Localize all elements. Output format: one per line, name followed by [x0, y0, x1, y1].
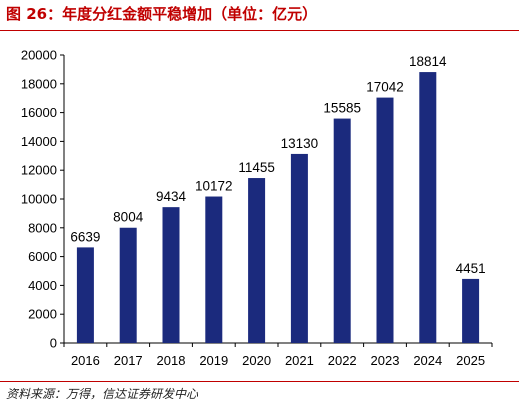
- data-label-2016: 6639: [70, 229, 100, 244]
- x-tick-label-2017: 2017: [114, 353, 143, 368]
- title-rule: [0, 30, 519, 31]
- y-tick-label: 8000: [28, 220, 57, 235]
- bar-2018: [162, 207, 180, 343]
- data-label-2020: 11455: [238, 160, 275, 175]
- bar-2022: [333, 118, 351, 344]
- bar-2017: [119, 227, 137, 343]
- y-tick-label: 18000: [21, 76, 57, 91]
- data-label-2022: 15585: [323, 101, 361, 116]
- y-tick-label: 6000: [28, 249, 57, 264]
- data-label-2021: 13130: [281, 136, 319, 151]
- x-tick-label-2023: 2023: [371, 353, 400, 368]
- x-tick-label-2019: 2019: [199, 353, 228, 368]
- y-tick-label: 2000: [28, 307, 57, 322]
- bar-2024: [419, 72, 437, 343]
- data-label-2025: 4451: [456, 261, 486, 276]
- y-tick-label: 14000: [21, 134, 57, 149]
- data-label-2017: 8004: [113, 210, 144, 225]
- y-tick-label: 10000: [21, 192, 57, 207]
- data-label-2024: 18814: [409, 54, 447, 69]
- bar-2016: [76, 247, 94, 343]
- bar-2023: [376, 97, 394, 343]
- y-tick-label: 4000: [28, 278, 57, 293]
- y-tick-label: 16000: [21, 105, 57, 120]
- data-label-2018: 9434: [156, 189, 187, 204]
- x-tick-label-2025: 2025: [456, 353, 485, 368]
- x-tick-label-2021: 2021: [285, 353, 314, 368]
- y-tick-label: 12000: [21, 163, 57, 178]
- source-rule: [0, 381, 519, 382]
- data-labels: 6639 8004 9434 10172 11455 13130 15585 17042 188…: [70, 54, 485, 276]
- figure-title: 图 26：年度分红金额平稳增加（单位：亿元）: [6, 5, 318, 23]
- x-tick-label-2022: 2022: [328, 353, 357, 368]
- bar-2019: [205, 196, 223, 343]
- bar-2021: [290, 153, 308, 343]
- y-tick-label: 20000: [21, 48, 57, 63]
- bar-2025: [462, 278, 480, 343]
- x-tick-label-2020: 2020: [242, 353, 271, 368]
- x-axis: 2016 2017 2018 2019 2020 2021 2022 2023 2024 2025: [63, 342, 493, 368]
- source-note: 资料来源：万得，信达证券研发中心: [6, 387, 199, 401]
- bar-2020: [248, 178, 266, 343]
- y-axis: 0 2000 4000 6000 8000 10000 12000 14000 16000 180…: [21, 48, 65, 351]
- x-tick-label-2018: 2018: [157, 353, 186, 368]
- x-tick-label-2024: 2024: [413, 353, 442, 368]
- data-label-2019: 10172: [195, 179, 233, 194]
- y-tick-label: 0: [50, 336, 57, 351]
- x-tick-label-2016: 2016: [71, 353, 100, 368]
- bar-series: [76, 72, 480, 344]
- data-label-2023: 17042: [366, 80, 404, 95]
